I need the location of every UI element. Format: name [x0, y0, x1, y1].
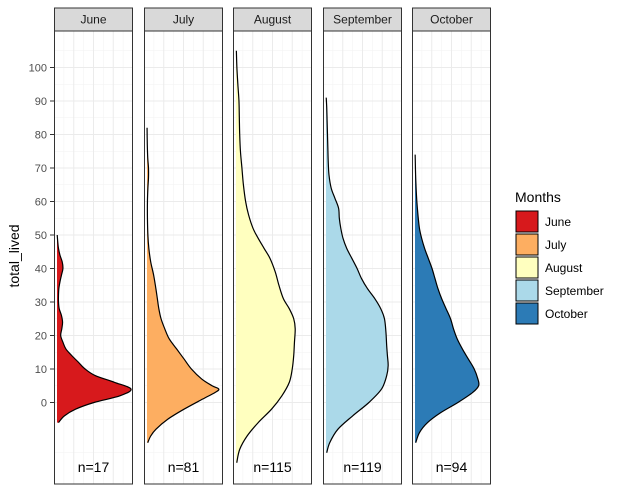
y-tick-label: 60	[35, 197, 47, 209]
y-tick-label: 50	[35, 230, 47, 242]
facet-strip	[233, 7, 312, 32]
sample-size-label: n=94	[436, 459, 468, 475]
y-tick-label: 40	[35, 264, 47, 276]
legend-label: September	[545, 284, 604, 298]
y-tick-label: 30	[35, 297, 47, 309]
facet-strip	[144, 7, 223, 32]
violin-outline-july	[146, 127, 220, 443]
violin-outline-june	[56, 234, 132, 423]
legend-title: Months	[515, 189, 561, 205]
sample-size-label: n=17	[78, 459, 110, 475]
y-tick-label: 10	[35, 364, 47, 376]
y-tick-label: 20	[35, 331, 47, 343]
legend-label: August	[545, 261, 583, 275]
facet-strip	[54, 7, 133, 32]
sample-size-label: n=115	[253, 459, 291, 475]
legend-swatch	[515, 302, 539, 325]
legend-item-august: August	[515, 256, 583, 279]
sample-size-label: n=81	[168, 459, 200, 475]
legend-item-june: June	[515, 210, 571, 233]
panel-july: n=81 July	[144, 7, 223, 485]
violin-fill-july	[147, 127, 219, 443]
legend-label: July	[545, 238, 566, 252]
facet-strip-label: August	[254, 13, 292, 27]
y-tick-label: 0	[41, 398, 47, 410]
sample-size-label: n=119	[343, 459, 381, 475]
legend-swatch	[515, 256, 539, 279]
y-tick-label: 70	[35, 163, 47, 175]
legend: Months June July August September October	[515, 189, 604, 325]
violin-fill-june	[57, 235, 132, 423]
panel-september: n=119 September	[323, 7, 402, 485]
violin-fill-october	[415, 154, 479, 443]
y-tick-label: 80	[35, 130, 47, 142]
legend-label: June	[545, 215, 571, 229]
panel-october: n=94 October	[412, 7, 491, 485]
y-tick-label: 100	[29, 63, 47, 75]
y-axis-ticks: 0 10 20 30 40 50 60 70 80 90 100	[29, 63, 54, 410]
panel-june: n=17 June	[54, 7, 133, 485]
facet-strip	[323, 7, 402, 32]
violin-fill-august	[236, 50, 296, 463]
violin-outline-august	[235, 50, 296, 463]
legend-item-september: September	[515, 279, 604, 302]
y-tick-label: 90	[35, 96, 47, 108]
panel-august: n=115 August	[233, 7, 312, 485]
legend-item-october: October	[515, 302, 588, 325]
facet-strip-label: July	[173, 13, 194, 27]
facet-strip-label: October	[430, 13, 473, 27]
facet-strip-label: September	[333, 13, 392, 27]
legend-swatch	[515, 279, 539, 302]
violin-outline-october	[414, 154, 480, 443]
legend-item-july: July	[515, 233, 566, 256]
violin-fill-september	[326, 97, 389, 453]
facet-strip-label: June	[80, 13, 106, 27]
violin-outline-september	[325, 97, 389, 453]
facet-strip	[412, 7, 491, 32]
legend-label: October	[545, 307, 588, 321]
legend-swatch	[515, 210, 539, 233]
panels: n=17 June n=81 July n=115 August n=119 Septembe…	[54, 7, 491, 485]
legend-swatch	[515, 233, 539, 256]
y-axis-title: total_lived	[6, 224, 22, 287]
